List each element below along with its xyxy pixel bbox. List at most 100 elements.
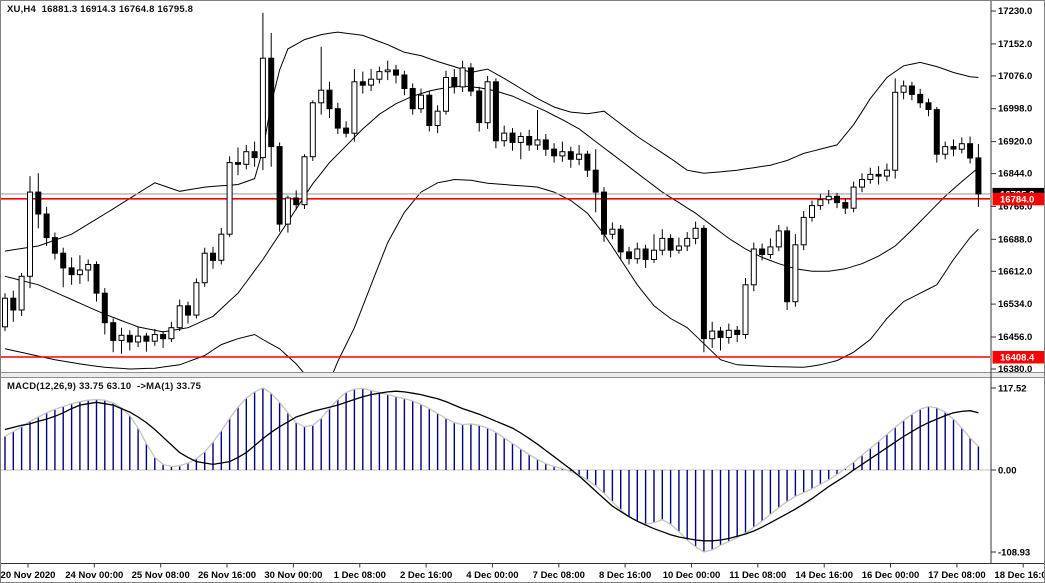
candle — [43, 213, 50, 239]
macd-axis-label: 117.52 — [998, 384, 1027, 395]
candle — [825, 195, 832, 201]
candle — [775, 230, 782, 248]
candle — [684, 237, 691, 247]
price-line-label-text: 16784.0 — [1000, 194, 1034, 205]
candle — [168, 327, 175, 340]
price-axis-label: 16920.0 — [998, 137, 1032, 148]
candle — [542, 139, 549, 150]
time-axis-label: 24 Nov 00:00 — [65, 570, 123, 581]
candle — [467, 67, 474, 92]
main-panel[interactable] — [1, 12, 991, 384]
candle — [110, 322, 117, 341]
candle — [700, 227, 707, 340]
candle — [958, 143, 965, 150]
candle — [376, 71, 383, 80]
candle — [101, 292, 108, 324]
candle — [692, 227, 699, 239]
panel-divider[interactable] — [0, 372, 1045, 378]
time-axis-scale[interactable]: 20 Nov 2020 24 Nov 00:00 25 Nov 08:00 26 No… — [0, 563, 1045, 582]
candle — [76, 269, 83, 276]
candle — [626, 251, 632, 260]
candle — [434, 110, 441, 126]
candles-layer — [2, 12, 982, 354]
candle — [210, 252, 216, 261]
price-axis-label: 16844.0 — [998, 169, 1032, 180]
candle — [601, 191, 607, 235]
candle — [651, 249, 657, 260]
candle — [809, 205, 815, 218]
bollinger-upper-band — [4, 31, 979, 252]
candle — [27, 191, 33, 277]
candle — [709, 330, 716, 340]
price-axis-scale[interactable]: 17230.0 17152.0 17076.0 16998.0 16920.0 16844… — [990, 0, 1045, 564]
candle — [384, 69, 391, 73]
candle — [459, 67, 466, 88]
chart-title: XU,H4 16881.3 16914.3 16764.8 16795.8 — [7, 4, 194, 15]
candle — [759, 248, 766, 255]
candle — [318, 89, 325, 104]
candle — [451, 77, 458, 88]
candle — [883, 169, 890, 177]
candle — [634, 248, 641, 260]
candle — [667, 237, 674, 251]
candle — [176, 305, 183, 329]
time-axis-label: 11 Dec 08:00 — [729, 570, 786, 581]
time-axis-label: 16 Dec 00:00 — [862, 570, 920, 581]
price-axis-label: 17230.0 — [998, 6, 1032, 17]
candle — [900, 85, 907, 93]
price-axis-label: 16688.0 — [998, 234, 1032, 245]
candle — [925, 102, 932, 111]
candle — [559, 151, 566, 157]
candle — [476, 90, 483, 124]
candle — [675, 245, 682, 251]
candle — [967, 143, 974, 159]
candle — [617, 228, 624, 253]
candle — [842, 202, 849, 209]
candle — [143, 335, 150, 342]
candle — [609, 228, 616, 235]
candle — [725, 329, 732, 338]
candle — [784, 230, 791, 303]
time-axis-label: 18 Dec 16:00 — [994, 570, 1045, 581]
macd-panel[interactable] — [1, 387, 991, 553]
candle — [717, 330, 724, 338]
price-line-label[interactable] — [992, 351, 1045, 364]
price-axis-label: 16998.0 — [998, 104, 1032, 115]
price-axis-label: 16612.0 — [998, 266, 1032, 277]
candle — [35, 191, 42, 215]
price-line-label[interactable] — [992, 192, 1045, 206]
candle — [276, 146, 283, 225]
candle — [193, 282, 200, 316]
candle — [767, 246, 774, 255]
candle — [401, 74, 408, 89]
candle — [418, 94, 424, 110]
price-axis-label: 16534.0 — [998, 299, 1032, 310]
candle — [243, 151, 250, 165]
candle — [259, 57, 266, 159]
candle — [326, 89, 333, 110]
candle — [118, 334, 125, 341]
time-axis-label: 20 Nov 2020 — [1, 570, 56, 581]
candle — [584, 153, 591, 171]
candle — [151, 334, 158, 342]
candle — [293, 197, 300, 206]
candle — [2, 297, 8, 328]
candle — [875, 173, 882, 177]
candle — [135, 335, 142, 343]
candle — [734, 329, 741, 335]
candle — [933, 109, 940, 155]
candle — [817, 199, 824, 207]
candle — [268, 57, 275, 148]
candle — [201, 252, 208, 284]
candle — [517, 136, 524, 143]
price-line-label-text: 16408.4 — [1000, 353, 1035, 364]
candle — [251, 151, 258, 159]
candle — [892, 91, 899, 171]
price-axis-label: 16456.0 — [998, 332, 1032, 343]
time-axis-label: 26 Nov 16:00 — [198, 570, 256, 581]
time-axis-label: 17 Dec 08:00 — [928, 570, 986, 581]
time-axis-label: 7 Dec 08:00 — [533, 570, 585, 581]
candle — [492, 81, 499, 142]
candle — [301, 156, 308, 206]
